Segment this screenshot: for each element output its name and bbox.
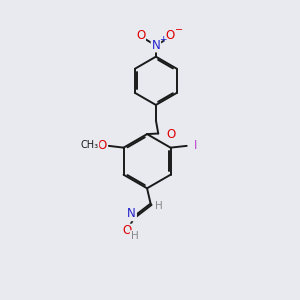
Text: H: H xyxy=(130,231,138,241)
Text: +: + xyxy=(159,35,167,44)
Text: O: O xyxy=(167,128,176,141)
Text: H: H xyxy=(155,201,163,211)
Text: I: I xyxy=(194,139,197,152)
Text: N: N xyxy=(128,207,136,220)
Text: O: O xyxy=(165,29,175,42)
Text: −: − xyxy=(175,25,183,35)
Text: O: O xyxy=(123,224,132,238)
Text: O: O xyxy=(98,139,107,152)
Text: CH₃: CH₃ xyxy=(81,140,99,150)
Text: N: N xyxy=(152,39,160,52)
Text: O: O xyxy=(136,29,145,42)
